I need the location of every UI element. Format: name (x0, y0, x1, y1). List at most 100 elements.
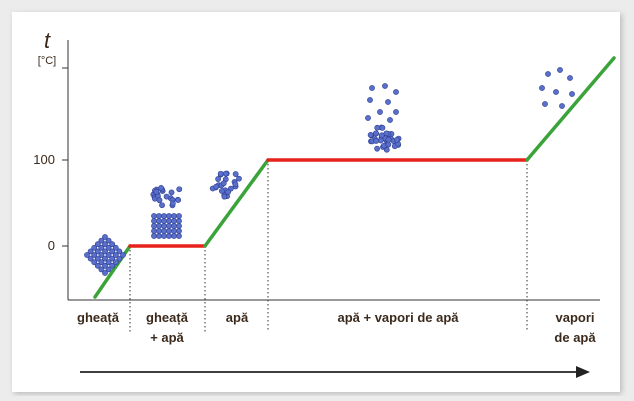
molecule (385, 99, 391, 105)
molecule (166, 233, 172, 239)
molecule (168, 189, 175, 196)
molecule (153, 188, 160, 195)
molecule (102, 255, 108, 262)
molecule (158, 185, 165, 191)
molecule (232, 171, 239, 177)
molecule (98, 252, 105, 258)
molecule (105, 252, 112, 258)
molecule (98, 244, 105, 251)
molecule (166, 223, 172, 229)
molecule (105, 244, 112, 251)
molecule (171, 228, 177, 234)
molecule (569, 91, 575, 97)
phase-label: apă (226, 310, 249, 325)
phase-label: gheață (146, 310, 189, 325)
molecule (176, 186, 183, 193)
molecule (161, 218, 167, 224)
molecule (94, 248, 101, 255)
molecule (225, 189, 232, 195)
tick-label: 100 (33, 152, 55, 167)
molecule (112, 252, 119, 258)
molecule (176, 218, 182, 224)
molecule (236, 175, 242, 182)
molecule (176, 228, 182, 234)
molecule (393, 89, 399, 95)
molecule (91, 244, 98, 251)
molecule (222, 170, 229, 177)
molecule (156, 223, 162, 229)
molecule (218, 188, 225, 194)
molecule (213, 183, 220, 190)
molecule (102, 270, 108, 276)
molecule (374, 124, 381, 131)
molecule (169, 200, 176, 207)
molecule (232, 181, 239, 188)
molecule (379, 124, 386, 131)
molecule (87, 248, 94, 255)
molecule (215, 176, 222, 182)
molecule (176, 223, 182, 229)
molecule (387, 117, 393, 123)
molecule (102, 262, 108, 269)
molecule (166, 213, 172, 219)
molecule (545, 71, 551, 77)
molecule (94, 262, 101, 269)
molecule (91, 252, 98, 258)
molecule (156, 213, 162, 219)
molecule (176, 213, 182, 219)
molecule (109, 262, 116, 269)
molecule (156, 233, 162, 239)
molecule (221, 193, 228, 200)
molecule (151, 233, 157, 239)
molecule (109, 255, 116, 262)
molecule (553, 89, 559, 95)
molecule (171, 233, 177, 239)
separators (129, 160, 528, 332)
molecule (151, 228, 157, 234)
molecule (393, 136, 400, 143)
molecule (373, 138, 380, 144)
molecule (112, 259, 119, 266)
molecule (382, 83, 388, 89)
molecule (161, 213, 167, 219)
tick-label: 0 (48, 238, 55, 253)
phase-label: de apă (554, 330, 596, 345)
molecules (84, 67, 575, 276)
molecule (166, 218, 172, 224)
molecule (367, 132, 374, 138)
molecule (151, 213, 157, 219)
molecule (98, 237, 105, 244)
panel (12, 12, 620, 392)
molecule (365, 115, 371, 121)
molecule (94, 241, 101, 248)
molecule (171, 223, 177, 229)
molecule (98, 266, 105, 273)
phase-label: apă + vapori de apă (337, 310, 459, 325)
molecule (367, 97, 373, 103)
molecule (171, 218, 177, 224)
molecule (369, 85, 375, 91)
molecule (217, 170, 224, 177)
molecule (105, 237, 112, 244)
molecule (161, 223, 167, 229)
molecule (84, 252, 90, 258)
molecule (175, 197, 182, 203)
molecule (539, 85, 545, 91)
molecule (87, 255, 94, 262)
axis-unit: [°C] (38, 55, 56, 67)
molecule (166, 228, 172, 234)
arrow-head (576, 366, 590, 378)
molecule (559, 103, 565, 109)
molecule (112, 244, 119, 251)
phase-label: + apă (150, 330, 184, 345)
molecule (156, 218, 162, 224)
phase-label: vapori (555, 310, 594, 325)
molecule (220, 180, 227, 187)
molecule (161, 233, 167, 239)
molecule (109, 241, 116, 248)
molecule (385, 141, 392, 148)
molecule (372, 130, 379, 137)
molecule (374, 145, 381, 152)
